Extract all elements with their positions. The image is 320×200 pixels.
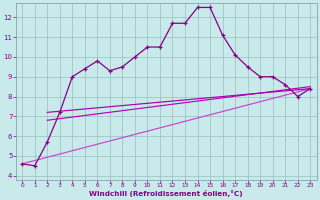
X-axis label: Windchill (Refroidissement éolien,°C): Windchill (Refroidissement éolien,°C) <box>89 190 243 197</box>
